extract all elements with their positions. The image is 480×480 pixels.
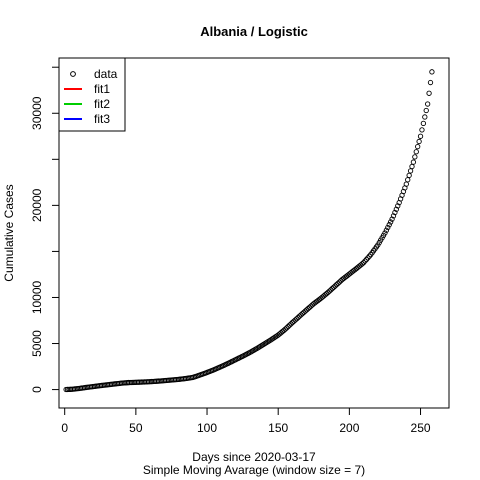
y-axis-title: Cumulative Cases <box>2 184 16 281</box>
legend-label-fit3: fit3 <box>94 112 110 126</box>
data-point <box>393 206 399 212</box>
data-point <box>412 154 418 160</box>
y-tick-label: 30000 <box>30 96 44 130</box>
x-tick-label: 100 <box>197 421 217 435</box>
data-point <box>363 256 370 263</box>
data-point <box>385 224 391 231</box>
data-point <box>326 288 333 294</box>
data-point <box>362 258 368 264</box>
x-tick-label: 0 <box>61 421 68 435</box>
data-point <box>383 227 390 233</box>
data-point <box>359 261 365 267</box>
data-point <box>389 216 395 222</box>
data-point <box>288 321 294 327</box>
data-point <box>386 222 392 228</box>
data-point <box>423 107 429 114</box>
data-point <box>382 230 388 236</box>
data-point <box>390 213 397 219</box>
legend-label-fit1: fit1 <box>94 82 110 96</box>
data-point <box>333 282 340 288</box>
data-point <box>365 255 371 261</box>
data-point <box>395 203 401 209</box>
data-point <box>329 285 335 292</box>
x-tick-label: 150 <box>268 421 288 435</box>
y-tick-label: 0 <box>30 386 44 393</box>
x-axis-title: Days since 2020-03-17 <box>192 450 316 464</box>
y-axis: 0 5000 10000 20000 30000 <box>30 66 60 393</box>
y-tick-label: 10000 <box>30 280 44 314</box>
data-point <box>416 138 422 145</box>
x-tick-label: 250 <box>411 421 431 435</box>
data-point <box>417 133 424 139</box>
data-point <box>332 283 338 289</box>
data-point <box>413 149 419 155</box>
data-point <box>426 90 432 96</box>
data-point <box>285 323 291 330</box>
data-point <box>410 159 417 165</box>
data-point <box>286 322 293 328</box>
legend-label-fit2: fit2 <box>94 97 110 111</box>
data-point <box>429 69 435 75</box>
legend-label-data: data <box>94 67 118 81</box>
data-point <box>420 120 427 127</box>
data-point <box>392 209 398 216</box>
data-point <box>325 289 331 296</box>
y-tick-label: 20000 <box>30 188 44 222</box>
x-tick-label: 200 <box>339 421 359 435</box>
data-point <box>424 101 431 107</box>
data-point <box>422 114 428 120</box>
data-point <box>366 253 372 259</box>
data-point <box>282 326 288 332</box>
data-points <box>63 69 435 393</box>
data-point <box>419 127 425 133</box>
data-point <box>360 260 367 266</box>
data-point <box>284 325 290 331</box>
data-point <box>328 287 334 293</box>
data-point <box>427 79 434 86</box>
chart-title: Albania / Logistic <box>200 24 308 39</box>
y-tick-label: 5000 <box>30 330 44 357</box>
legend-symbol-data <box>70 71 76 77</box>
data-point <box>415 143 421 150</box>
data-point <box>331 284 337 290</box>
x-tick-label: 50 <box>129 421 143 435</box>
x-axis-subtitle: Simple Moving Avarage (window size = 7) <box>143 463 365 477</box>
data-point <box>336 279 343 285</box>
data-point <box>387 219 394 225</box>
plot-area-border <box>58 57 450 409</box>
data-point <box>335 280 341 287</box>
